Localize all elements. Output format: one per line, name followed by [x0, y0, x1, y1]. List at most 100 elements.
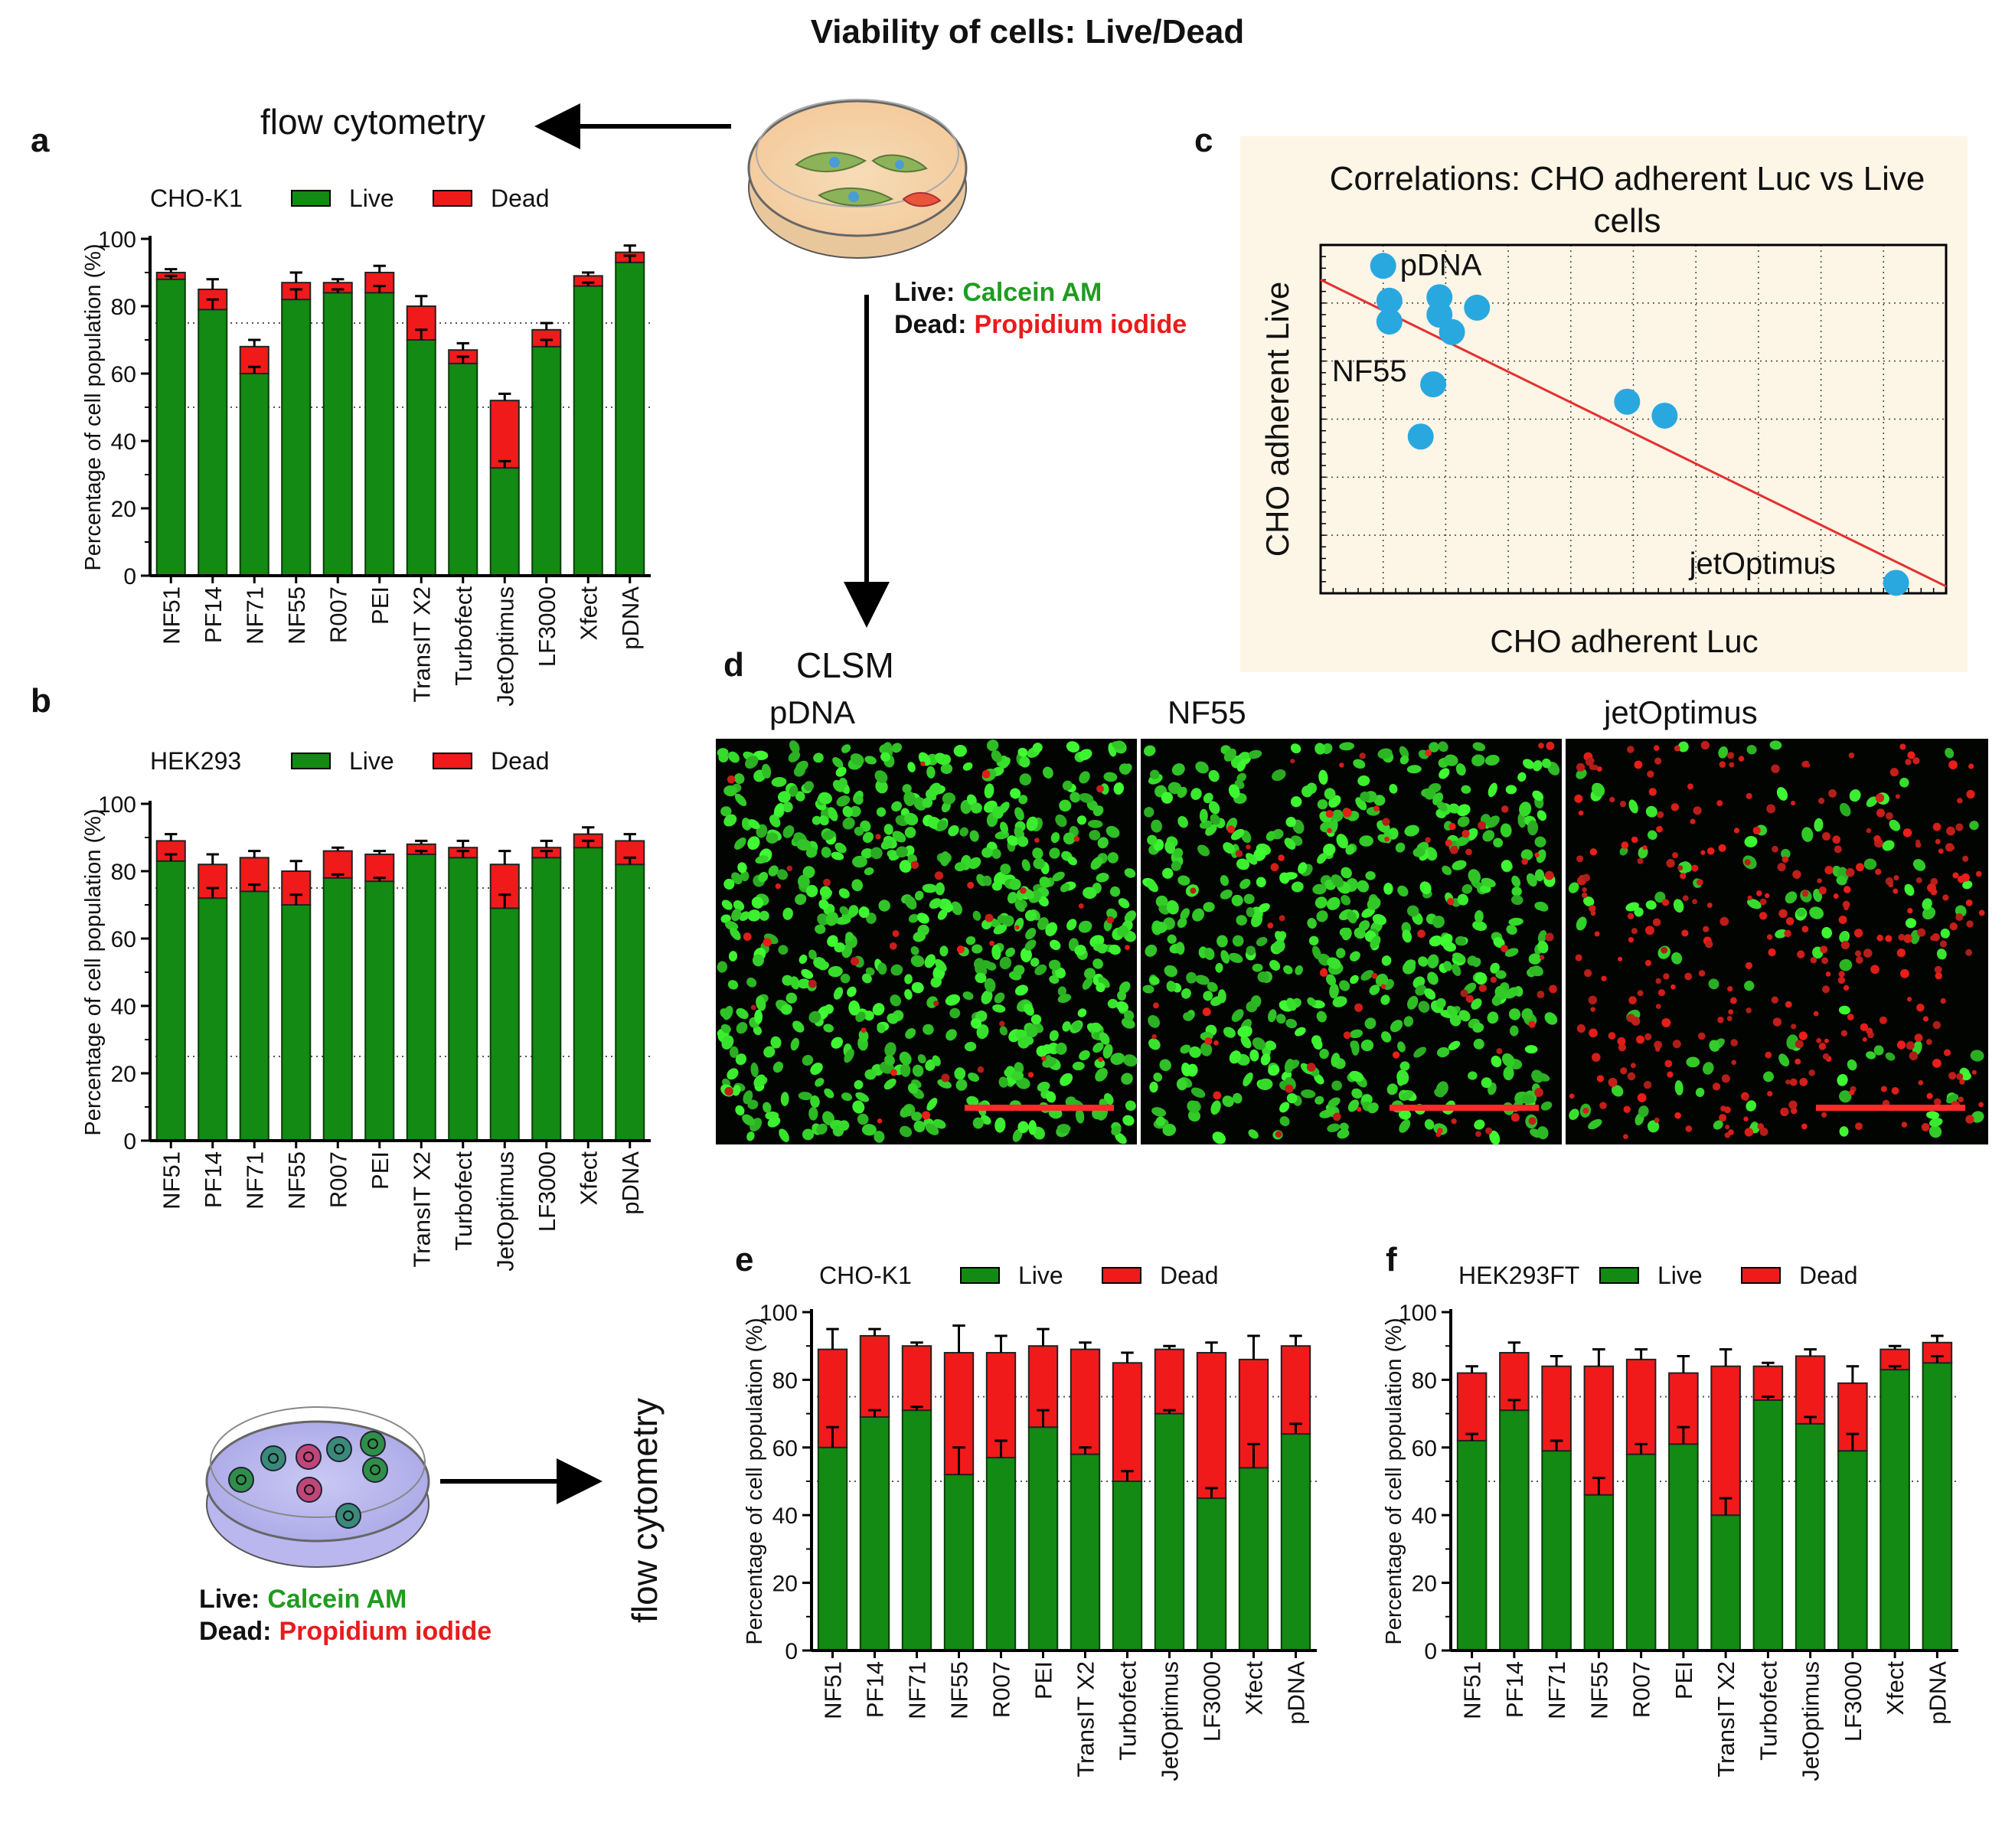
live-cell: [1381, 1031, 1392, 1043]
live-cell: [795, 893, 807, 906]
category-label: NF71: [904, 1661, 931, 1719]
scatter-point: [1376, 287, 1403, 314]
live-cell: [1336, 834, 1348, 849]
live-cell: [797, 978, 811, 989]
live-cell: [1150, 769, 1160, 779]
live-cell: [1863, 858, 1877, 870]
live-cell: [1899, 777, 1909, 788]
dead-cell: [1842, 900, 1850, 909]
bar-dead: [1070, 1348, 1101, 1455]
live-cell: [1233, 1092, 1243, 1104]
dead-cell: [1574, 794, 1583, 803]
dead-cell: [1766, 934, 1773, 940]
dead-cell: [1655, 1046, 1661, 1052]
live-cell: [1099, 1032, 1110, 1045]
legend-cell-line: CHO-K1: [819, 1262, 912, 1289]
dead-cell: [1789, 1078, 1798, 1086]
live-cell: [1435, 997, 1446, 1008]
bar-dead: [155, 840, 186, 862]
live-cell: [1177, 815, 1188, 828]
dead-cell: [763, 938, 772, 947]
live-cell: [1458, 1010, 1471, 1022]
dead-cell: [1873, 834, 1881, 843]
live-cell: [836, 795, 851, 807]
dead-cell: [1932, 822, 1942, 831]
live-cell: [1962, 880, 1973, 890]
dead-cell: [1901, 1122, 1908, 1128]
live-cell: [1347, 1099, 1360, 1112]
dead-cell: [1895, 794, 1900, 799]
live-cell: [1050, 939, 1061, 951]
live-cell: [821, 830, 835, 841]
live-cell: [1970, 1050, 1984, 1062]
dead-cell: [877, 1118, 883, 1124]
dead-cell: [1860, 1023, 1869, 1031]
live-cell: [1072, 1021, 1082, 1031]
live-cell: [1110, 1053, 1125, 1065]
live-cell: [1628, 799, 1638, 814]
dead-cell: [1384, 836, 1390, 842]
y-tick-label: 100: [759, 1301, 798, 1326]
dead-cell: [1885, 935, 1893, 942]
category-label: PEI: [367, 1151, 394, 1190]
dead-cell: [1725, 1125, 1730, 1130]
live-cell: [1236, 915, 1247, 926]
y-tick-label: 100: [1399, 1301, 1437, 1326]
live-cell: [1326, 1106, 1336, 1116]
live-cell: [1197, 844, 1210, 857]
dead-cell: [1816, 1037, 1822, 1043]
live-cell: [1153, 1073, 1163, 1082]
live-cell: [857, 1113, 869, 1125]
live-cell: [1847, 1059, 1857, 1071]
live-cell: [838, 777, 847, 788]
live-cell: [1412, 847, 1426, 857]
live-cell: [1180, 908, 1190, 920]
live-cell: [1279, 1116, 1290, 1127]
dead-cell: [861, 1027, 867, 1033]
live-cell: [1232, 935, 1244, 947]
bar-live: [198, 309, 228, 576]
live-cell: [1026, 816, 1038, 831]
panel-letter-b: b: [31, 682, 51, 720]
y-tick-label: 20: [111, 1062, 136, 1087]
live-cell: [1511, 875, 1521, 887]
live-cell: [1534, 902, 1547, 911]
category-label: TransIT X2: [1073, 1661, 1099, 1778]
dead-cell: [1601, 975, 1607, 981]
dead-cell: [1822, 832, 1831, 841]
live-cell: [1332, 996, 1347, 1007]
live-cell: [753, 1026, 763, 1036]
category-label: PF14: [200, 1151, 227, 1208]
dead-cell: [1275, 1131, 1282, 1138]
dead-cell: [1862, 1037, 1867, 1042]
live-cell: [1014, 984, 1028, 996]
live-cell: [1177, 786, 1187, 798]
bar-live: [155, 860, 186, 1142]
dead-cell: [1946, 826, 1955, 836]
live-cell: [1447, 1005, 1458, 1017]
live-cell: [1268, 1009, 1277, 1023]
dead-cell: [1855, 956, 1863, 964]
category-label: LF3000: [1199, 1661, 1226, 1742]
live-cell: [878, 900, 890, 912]
live-cell: [1014, 1062, 1024, 1075]
live-cell: [725, 921, 739, 931]
live-cell: [1195, 761, 1209, 774]
dead-cell: [1235, 850, 1243, 857]
bar-live: [531, 857, 562, 1142]
dead-cell: [1810, 957, 1817, 964]
dead-cell: [1706, 847, 1715, 855]
dead-cell: [1382, 818, 1390, 826]
dead-cell: [1670, 803, 1680, 811]
dead-cell: [750, 1004, 756, 1011]
dead-cell: [1932, 1020, 1942, 1030]
live-cell: [1468, 869, 1481, 884]
live-cell: [782, 802, 793, 813]
dead-cell: [1834, 845, 1842, 854]
live-cell: [975, 972, 987, 984]
dead-cell: [1020, 887, 1027, 894]
live-cell: [981, 990, 993, 1004]
live-cell: [1786, 1034, 1799, 1050]
live-cell: [735, 1105, 745, 1116]
live-cell: [740, 870, 750, 882]
